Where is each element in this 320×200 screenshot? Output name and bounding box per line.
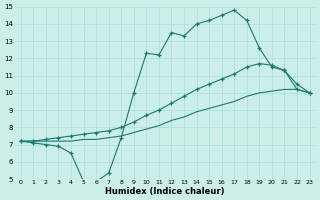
X-axis label: Humidex (Indice chaleur): Humidex (Indice chaleur) <box>106 187 225 196</box>
